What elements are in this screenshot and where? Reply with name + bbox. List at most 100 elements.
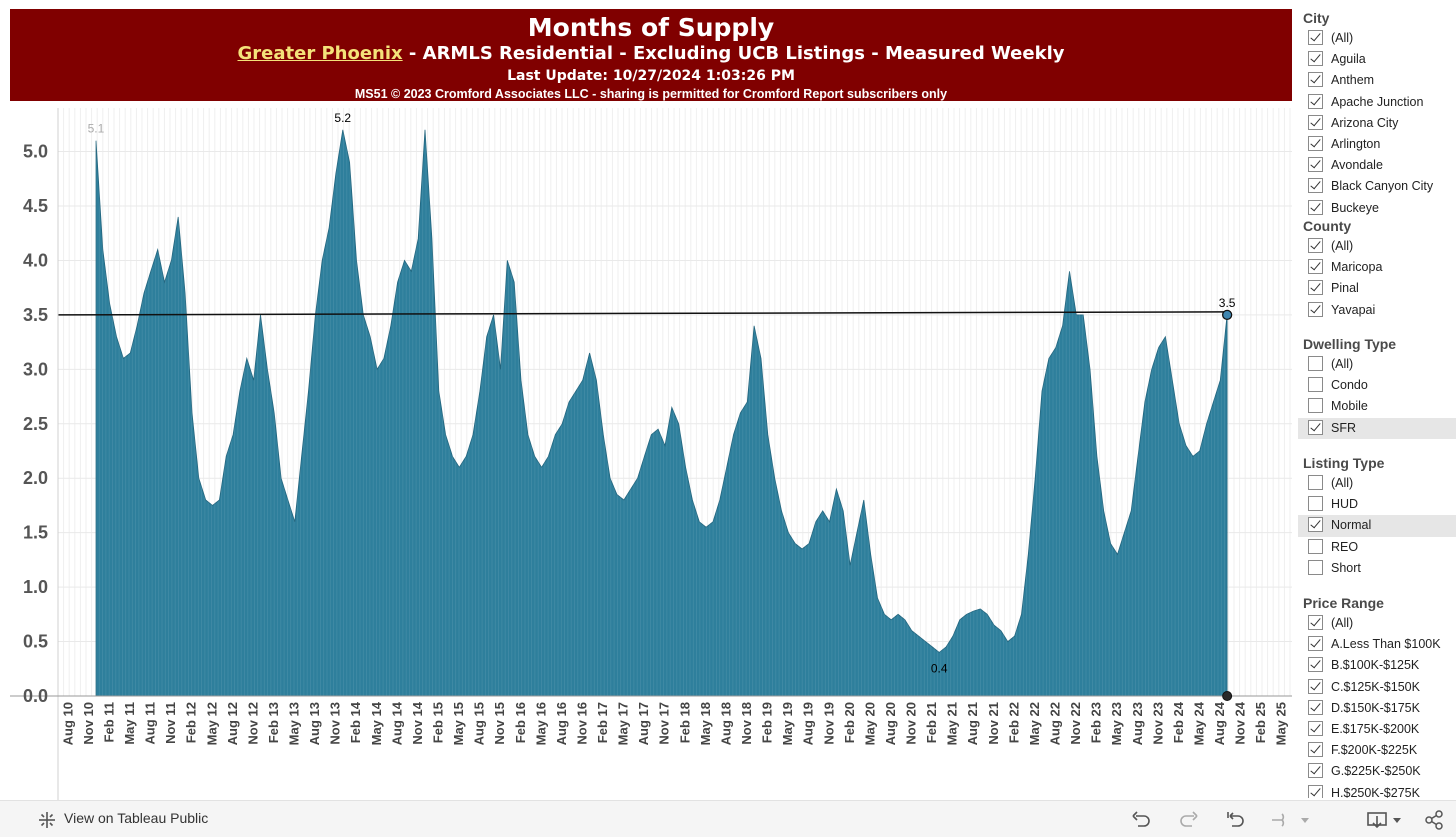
filter-option[interactable]: Normal (1298, 515, 1456, 537)
annotation-label: 0.4 (931, 661, 948, 675)
share-icon[interactable] (1424, 810, 1456, 830)
filter-option[interactable]: Aguila (1298, 49, 1456, 70)
filter-option-label: B.$100K-$125K (1331, 658, 1420, 673)
checkbox-checked-icon[interactable] (1308, 301, 1323, 317)
checkbox-unchecked-icon[interactable] (1308, 356, 1323, 371)
filter-option[interactable]: D.$150K-$175K (1298, 698, 1456, 719)
checkbox-checked-icon[interactable] (1308, 259, 1323, 275)
undo-icon[interactable] (1130, 810, 1152, 830)
y-tick-label: 4.5 (23, 196, 48, 216)
checkbox-checked-icon[interactable] (1308, 720, 1323, 736)
annotation-label: 5.1 (88, 122, 105, 136)
checkbox-checked-icon[interactable] (1308, 615, 1323, 630)
filter-option[interactable]: C.$125K-$150K (1298, 677, 1456, 698)
months-of-supply-area[interactable] (95, 129, 1228, 697)
filter-option[interactable]: G.$225K-$250K (1298, 761, 1456, 782)
latest-value-marker[interactable] (1221, 309, 1233, 321)
x-tick-label: May 20 (862, 702, 877, 745)
filter-title: Dwelling Type (1303, 336, 1397, 352)
filter-option[interactable]: B.$100K-$125K (1298, 655, 1456, 676)
checkbox-checked-icon[interactable] (1308, 157, 1323, 173)
filter-option[interactable]: (All) (1298, 613, 1456, 634)
checkbox-unchecked-icon[interactable] (1308, 538, 1323, 554)
checkbox-checked-icon[interactable] (1308, 678, 1323, 694)
x-tick-label: Feb 20 (842, 702, 857, 743)
filter-option[interactable]: HUD (1298, 494, 1456, 515)
checkbox-checked-icon[interactable] (1308, 114, 1323, 130)
filter-option[interactable]: Yavapai (1298, 300, 1456, 321)
y-tick-label: 5.0 (23, 142, 48, 162)
months-of-supply-chart[interactable]: 0.0 0.5 1.0 1.5 2.0 2.5 3.0 3.5 4.0 4.5 5.0 Aug 10 N… (0, 104, 1296, 800)
filter-option[interactable]: Maricopa (1298, 257, 1456, 278)
filter-option-label: REO (1331, 539, 1359, 554)
x-tick-label: Feb 23 (1089, 702, 1104, 743)
filter-option[interactable]: SFR (1298, 417, 1456, 439)
filter-option[interactable]: (All) (1298, 236, 1456, 257)
filter-option[interactable]: (All) (1298, 473, 1456, 494)
x-tick-label: Feb 21 (924, 702, 939, 743)
checkbox-checked-icon[interactable] (1308, 419, 1323, 435)
filter-option[interactable]: Pinal (1298, 278, 1456, 299)
filter-option[interactable]: (All) (1298, 28, 1456, 49)
tableau-logo-icon (39, 812, 55, 828)
x-tick-label: Aug 16 (554, 702, 569, 745)
filter-option[interactable]: (All) (1298, 354, 1456, 375)
checkbox-checked-icon[interactable] (1308, 72, 1323, 88)
checkbox-checked-icon[interactable] (1308, 135, 1323, 151)
checkbox-checked-icon[interactable] (1308, 763, 1323, 779)
checkbox-checked-icon[interactable] (1308, 784, 1323, 798)
checkbox-checked-icon[interactable] (1308, 636, 1323, 652)
filter-option[interactable]: Arlington (1298, 134, 1456, 155)
filter-option[interactable]: F.$200K-$225K (1298, 740, 1456, 761)
filter-option[interactable]: Short (1298, 558, 1456, 579)
checkbox-checked-icon[interactable] (1308, 742, 1323, 758)
checkbox-checked-icon[interactable] (1308, 178, 1323, 194)
download-icon[interactable] (1366, 810, 1404, 830)
filter-option[interactable]: Arizona City (1298, 113, 1456, 134)
revert-icon[interactable] (1224, 810, 1246, 830)
filter-option[interactable]: Avondale (1298, 155, 1456, 176)
x-tick-label: Aug 17 (636, 702, 651, 745)
filter-city: City (All) Aguila Anthem Apache Junction Ariz… (1298, 8, 1456, 216)
filter-option[interactable]: A.Less Than $100K (1298, 634, 1456, 655)
checkbox-checked-icon[interactable] (1308, 238, 1323, 253)
filter-option-label: Pinal (1331, 281, 1359, 296)
x-tick-label: Nov 14 (410, 701, 425, 744)
filter-option[interactable]: Mobile (1298, 396, 1456, 417)
filter-option-label: Arizona City (1331, 115, 1399, 130)
filter-title: County (1303, 218, 1352, 234)
filter-option[interactable]: Anthem (1298, 70, 1456, 91)
checkbox-checked-icon[interactable] (1308, 51, 1323, 67)
checkbox-unchecked-icon[interactable] (1308, 559, 1323, 575)
redo-icon[interactable] (1178, 810, 1200, 830)
x-tick-label: Nov 15 (492, 702, 507, 745)
checkbox-checked-icon[interactable] (1308, 699, 1323, 715)
filter-option[interactable]: Buckeye (1298, 198, 1456, 217)
view-on-tableau-link[interactable]: View on Tableau Public (64, 810, 209, 826)
y-tick-label: 2.5 (23, 414, 48, 434)
checkbox-checked-icon[interactable] (1308, 199, 1323, 215)
region-link[interactable]: Greater Phoenix (237, 43, 403, 64)
x-tick-label: Aug 23 (1130, 702, 1145, 745)
checkbox-unchecked-icon[interactable] (1308, 475, 1323, 490)
checkbox-checked-icon[interactable] (1308, 517, 1323, 533)
checkbox-checked-icon[interactable] (1308, 280, 1323, 296)
filter-dwelling-type: Dwelling Type (All) Condo Mobile SFR (1298, 334, 1456, 439)
checkbox-unchecked-icon[interactable] (1308, 398, 1323, 414)
y-tick-label: 0.0 (23, 686, 48, 706)
pause-icon[interactable] (1268, 810, 1312, 830)
filter-option[interactable]: Condo (1298, 375, 1456, 396)
x-tick-label: Nov 22 (1068, 702, 1083, 745)
checkbox-checked-icon[interactable] (1308, 657, 1323, 673)
checkbox-unchecked-icon[interactable] (1308, 377, 1323, 393)
filter-option[interactable]: REO (1298, 537, 1456, 558)
filter-option[interactable]: E.$175K-$200K (1298, 719, 1456, 740)
checkbox-unchecked-icon[interactable] (1308, 496, 1323, 512)
filter-option[interactable]: H.$250K-$275K (1298, 783, 1456, 798)
x-tick-label: May 11 (122, 702, 137, 745)
checkbox-checked-icon[interactable] (1308, 93, 1323, 109)
filter-option[interactable]: Apache Junction (1298, 92, 1456, 113)
x-tick-label: Aug 21 (965, 702, 980, 745)
filter-option[interactable]: Black Canyon City (1298, 176, 1456, 197)
checkbox-checked-icon[interactable] (1308, 30, 1323, 45)
